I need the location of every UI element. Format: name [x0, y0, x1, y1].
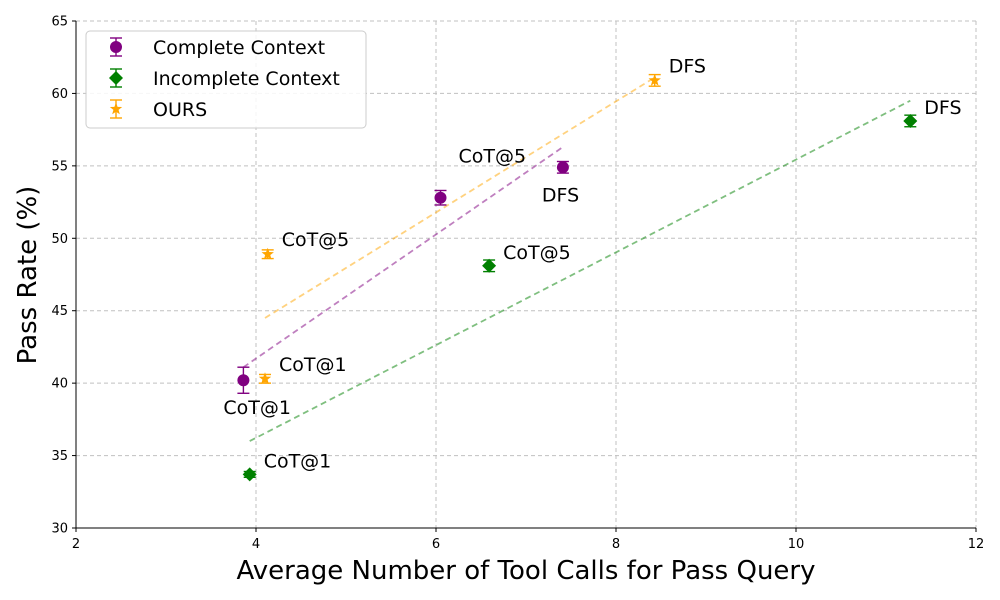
axes: 2 4 6 8 10 12 30 35 40 45 50 55 60 65 — [51, 15, 984, 553]
legend-ours-label: OURS — [153, 99, 207, 121]
data-points — [237, 73, 918, 482]
complete-context-trendline — [242, 146, 564, 368]
incomplete-context-point-label: CoT@1 — [264, 450, 332, 472]
incomplete-context-point — [242, 467, 257, 482]
trendlines — [242, 76, 911, 442]
x-tick-label: 4 — [252, 537, 260, 552]
complete-context-point-label: CoT@5 — [459, 146, 527, 168]
complete-context-point-label: DFS — [542, 184, 579, 206]
y-tick-label: 55 — [51, 159, 68, 174]
ours-point-label: CoT@5 — [282, 229, 350, 251]
incomplete-context-point-label: CoT@5 — [503, 242, 571, 264]
y-tick-label: 60 — [51, 87, 68, 102]
incomplete-context-point — [903, 113, 918, 128]
x-tick-label: 10 — [788, 537, 805, 552]
x-tick-label: 2 — [72, 537, 80, 552]
y-tick-label: 45 — [51, 304, 68, 319]
legend-complete-context-label: Complete Context — [153, 37, 325, 59]
complete-context-point — [434, 191, 447, 204]
complete-context-point — [237, 374, 250, 387]
y-axis-label: Pass Rate (%) — [13, 186, 43, 365]
ours-point — [258, 372, 272, 385]
y-tick-label: 40 — [51, 377, 68, 392]
ours-point-label: CoT@1 — [279, 354, 347, 376]
legend-frame — [85, 30, 367, 129]
ours-trendline — [264, 76, 656, 319]
legend-incomplete-context-marker — [109, 71, 123, 85]
incomplete-context-trendline — [249, 99, 911, 442]
complete-context-point-label: CoT@1 — [223, 397, 291, 419]
legend-incomplete-context-label: Incomplete Context — [153, 68, 340, 90]
y-tick-label: 50 — [51, 232, 68, 247]
ours-point — [648, 73, 661, 86]
x-tick-label: 12 — [968, 537, 985, 552]
ours-point-label: DFS — [669, 55, 706, 77]
point-labels: CoT@1 CoT@5 DFS CoT@1 CoT@5 DFS CoT@1 CoT@5 DFS — [223, 55, 961, 472]
ours-point — [261, 247, 274, 260]
y-tick-label: 35 — [51, 449, 68, 464]
incomplete-context-point — [482, 258, 497, 273]
legend-ours-marker — [109, 102, 123, 115]
x-axis-label: Average Number of Tool Calls for Pass Qu… — [236, 556, 815, 586]
y-tick-label: 30 — [51, 522, 68, 537]
grid — [75, 20, 977, 529]
complete-context-point — [556, 161, 569, 174]
x-tick-label: 6 — [432, 537, 440, 552]
x-tick-label: 8 — [612, 537, 620, 552]
legend-complete-context-marker — [110, 41, 122, 53]
incomplete-context-point-label: DFS — [924, 97, 961, 119]
legend: Complete Context Incomplete Context OURS — [85, 30, 367, 129]
y-tick-label: 65 — [51, 15, 68, 30]
